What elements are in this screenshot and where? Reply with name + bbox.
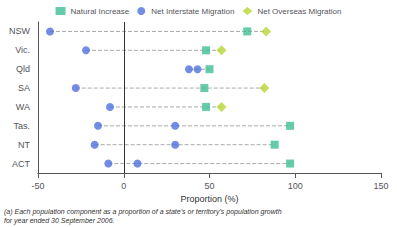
svg-text:Net Overseas Migration: Net Overseas Migration [257, 7, 341, 16]
svg-text:50: 50 [204, 181, 214, 191]
svg-text:NSW: NSW [9, 26, 31, 36]
svg-text:WA: WA [16, 102, 30, 112]
svg-text:for year ended 30 September 20: for year ended 30 September 2006. [4, 217, 115, 225]
svg-text:0: 0 [121, 181, 126, 191]
svg-text:150: 150 [373, 181, 388, 191]
svg-text:(a) Each population component: (a) Each population component as a propo… [4, 208, 282, 216]
svg-text:SA: SA [18, 83, 30, 93]
svg-text:ACT: ACT [12, 159, 31, 169]
svg-text:100: 100 [288, 181, 303, 191]
svg-text:-50: -50 [31, 181, 44, 191]
svg-text:Qld: Qld [16, 64, 30, 74]
svg-text:Vic.: Vic. [15, 45, 30, 55]
svg-text:Net Interstate Migration: Net Interstate Migration [151, 7, 234, 16]
svg-text:Tas.: Tas. [13, 121, 30, 131]
svg-text:Proportion (%): Proportion (%) [180, 194, 238, 204]
svg-text:Natural Increase: Natural Increase [71, 7, 130, 16]
svg-text:NT: NT [18, 140, 30, 150]
